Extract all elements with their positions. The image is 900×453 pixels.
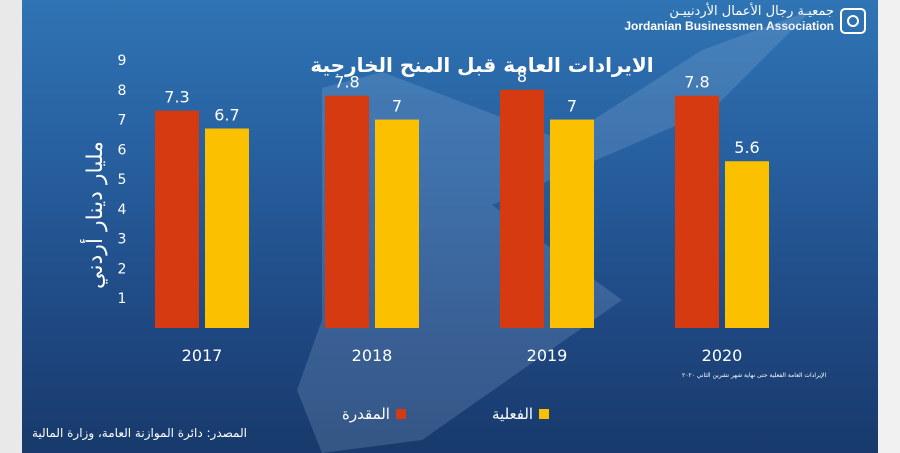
legend-estimated: المقدرة [342,405,406,423]
value-labels: 7.3 7.8 8 7.8 6.7 7 7 5.6 [164,67,759,157]
y-tick-label: 3 [118,232,127,248]
bar-estimated [155,110,199,328]
x-axis-ticks: 2017 2018 2019 2020 [182,346,743,365]
value-label-estimated: 7.3 [164,88,189,107]
legend-actual-swatch [539,409,550,419]
y-tick-label: 7 [118,113,127,129]
value-label-actual: 7 [392,97,402,116]
chart-card: جمعيـة رجال الأعمال الأردنييـن Jordanian… [22,0,878,453]
value-label-actual: 6.7 [214,105,239,124]
value-label-estimated: 7.8 [334,73,359,92]
source-note: المصدر: دائرة الموازنة العامة، وزارة الم… [32,426,247,440]
y-tick-label: 2 [118,261,127,277]
value-label-actual: 7 [567,97,577,116]
x-tick-label: 2019 [527,346,568,365]
association-name-arabic: جمعيـة رجال الأعمال الأردنييـن [669,4,834,19]
x-tick-label: 2017 [182,346,223,365]
bar-chart: الايرادات العامة قبل المنح الخارجية مليا… [80,10,812,453]
bar-actual [205,128,249,328]
y-tick-label: 8 [118,83,127,99]
chart-title: الايرادات العامة قبل المنح الخارجية [310,53,653,77]
x-tick-label: 2018 [352,346,393,365]
bar-estimated [325,95,369,328]
bar-estimated [500,89,544,329]
x-tick-label: 2020 [702,346,743,365]
page-margin-right [878,0,900,453]
y-tick-label: 5 [118,172,127,188]
legend-estimated-swatch [395,409,406,419]
bar-actual [725,161,769,328]
value-label-actual: 5.6 [734,138,759,157]
bar-actual [375,119,419,328]
association-name-english: Jordanian Businessmen Association [624,19,834,33]
legend-actual-label: الفعلية [492,405,534,423]
y-tick-label: 1 [118,291,127,307]
bar-actual [550,119,594,328]
y-tick-label: 6 [118,142,127,158]
y-axis-label: مليار دينار أردني [80,141,108,289]
y-tick-label: 4 [118,202,127,218]
association-name: جمعيـة رجال الأعمال الأردنييـن Jordanian… [624,4,834,34]
value-label-estimated: 7.8 [684,73,709,92]
legend-estimated-label: المقدرة [342,405,390,423]
y-tick-label: 9 [118,53,127,69]
footnote: الإيرادات العامة الفعلية حتى نهاية شهر ت… [682,372,827,379]
value-label-estimated: 8 [517,67,527,86]
association-logo-icon [840,8,866,34]
legend-actual: الفعلية [492,405,550,423]
y-axis-ticks: 1 2 3 4 5 6 7 8 9 [118,53,127,307]
bar-estimated [675,95,719,328]
bars [155,89,769,329]
